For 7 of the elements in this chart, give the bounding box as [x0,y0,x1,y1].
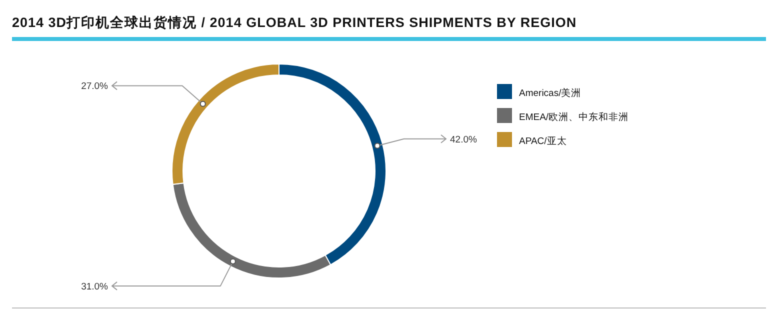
data-label: 27.0% [81,81,109,92]
legend-label: EMEA/欧洲、中东和非洲 [519,111,629,123]
legend-label: Americas/美洲 [519,87,582,99]
data-label: 42.0% [450,134,478,146]
chart-title: 2014 3D打印机全球出货情况 / 2014 GLOBAL 3D PRINTERS SHIPMENTS BY REGION [12,15,577,30]
data-label: 31.0% [81,281,109,292]
legend-label: APAC/亚太 [519,135,567,147]
